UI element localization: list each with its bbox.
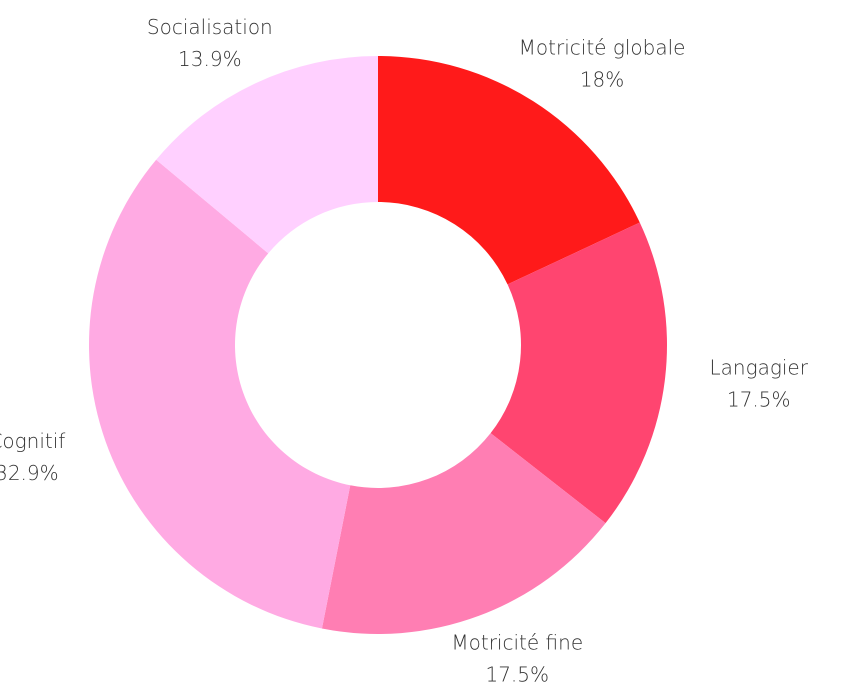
slice [321, 433, 606, 634]
slice [490, 222, 667, 524]
category-label: Motricité fine [451, 631, 583, 655]
slice-label: Motricité globale 18% [519, 36, 686, 92]
category-label: Langagier [710, 355, 809, 379]
slice [156, 56, 378, 254]
category-label: Cognitif [0, 429, 65, 453]
value-label: 17.5% [485, 663, 549, 687]
slice [88, 159, 351, 629]
value-label: 13.9% [178, 47, 242, 71]
category-label: Motricité globale [519, 36, 686, 60]
value-label: 32.9% [0, 461, 59, 485]
value-label: 18% [580, 68, 624, 92]
category-label: Socialisation [147, 15, 273, 39]
slice-label: Langagier 17.5% [710, 355, 809, 411]
slice [378, 56, 640, 285]
slice-label: Socialisation 13.9% [147, 15, 273, 71]
slice-label: Cognitif 32.9% [0, 429, 65, 485]
value-label: 17.5% [727, 387, 791, 411]
slice-label: Motricité fine 17.5% [451, 631, 583, 687]
